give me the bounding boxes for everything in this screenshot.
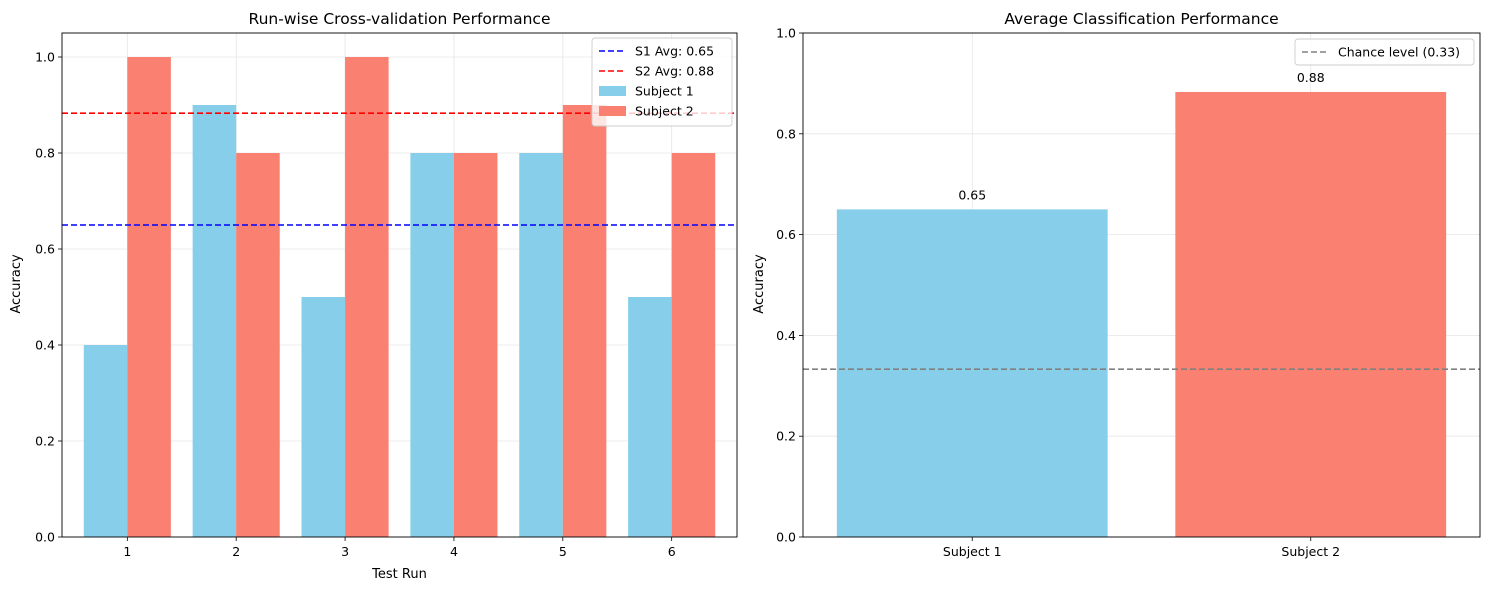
runwise-legend-box [591,37,733,127]
runwise-bar-subject1 [192,105,237,537]
runwise-bar-subject1 [519,153,563,537]
runwise-bar-subject1 [628,297,672,537]
average-axes-frame [802,32,1481,538]
average-chart-ylabel: Accuracy [752,254,767,314]
runwise-chart-xlabel: Test Run [371,567,427,582]
average-legend-box [1294,38,1475,66]
runwise-bar-subject1 [410,153,454,537]
average-chart-title: Average Classification Performance [1004,10,1278,28]
average-bar-datalabel: 0.88 [1297,70,1325,85]
average-ytick-label: 0.2 [776,429,796,444]
runwise-xtick-label: 4 [450,544,458,559]
average-bar-subject2 [1175,91,1447,537]
average-ytick-label: 0.0 [776,530,796,545]
average-xtick-label: Subject 2 [1281,544,1340,559]
runwise-ytick-label: 1.0 [35,50,55,65]
average-ytick-label: 0.4 [776,328,796,343]
runwise-bar-subject1 [301,297,346,537]
runwise-xtick-label: 5 [559,544,567,559]
runwise-chart: Run-wise Cross-validation Performance Te… [9,10,738,582]
average-xtick-label: Subject 1 [943,544,1002,559]
runwise-bar-subject2 [671,153,716,537]
runwise-legend-label: S2 Avg: 0.88 [635,64,714,79]
runwise-axes-frame [61,32,738,538]
runwise-ytick-label: 0.4 [35,338,55,353]
runwise-ytick-label: 0.8 [35,146,55,161]
runwise-xtick-label: 6 [668,544,676,559]
runwise-chart-title: Run-wise Cross-validation Performance [249,10,551,28]
runwise-legend-label: Subject 1 [635,84,694,99]
average-legend-label: Chance level (0.33) [1338,45,1460,60]
runwise-bar-subject2 [453,153,498,537]
runwise-xtick-label: 2 [232,544,240,559]
runwise-legend-label: Subject 2 [635,104,694,119]
runwise-bar-subject2 [127,57,171,537]
runwise-bar-subject1 [83,345,128,537]
runwise-bar-subject2 [562,105,607,537]
average-ytick-label: 0.6 [776,227,796,242]
average-legend: Chance level (0.33) [1294,38,1475,66]
runwise-xtick-label: 1 [123,544,131,559]
average-bar-datalabel: 0.65 [958,187,986,202]
runwise-ytick-label: 0.0 [35,530,55,545]
runwise-legend-label: S1 Avg: 0.65 [635,44,714,59]
runwise-xtick-label: 3 [341,544,349,559]
runwise-ytick-label: 0.6 [35,242,55,257]
runwise-bar-subject2 [236,153,280,537]
runwise-legend-patch-swatch [599,106,626,116]
runwise-legend-patch-swatch [599,86,626,96]
average-ytick-label: 1.0 [776,26,796,41]
average-bar-subject1 [836,209,1108,537]
average-ytick-label: 0.8 [776,126,796,141]
runwise-bar-subject2 [345,57,389,537]
runwise-chart-ylabel: Accuracy [9,254,24,314]
runwise-ytick-label: 0.2 [35,434,55,449]
average-chart: Average Classification Performance Accur… [752,10,1481,559]
runwise-legend: S1 Avg: 0.65 S2 Avg: 0.88 Subject 1 Subject… [591,37,733,127]
